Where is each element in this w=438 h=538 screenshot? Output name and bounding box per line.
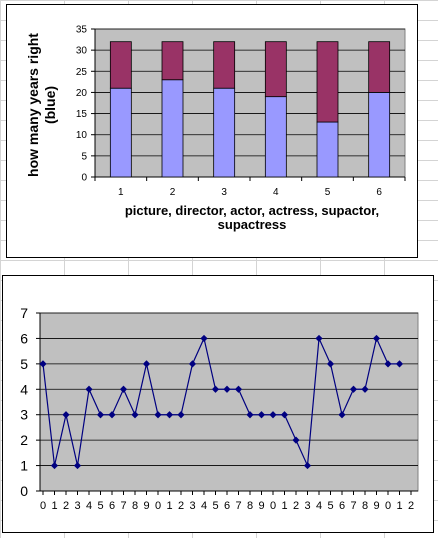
- bar-chart: 0 5 10 15 20 25 30 35 1 2 3 4 5 6 picture, director, a…: [25, 25, 406, 232]
- data-point: [361, 385, 369, 393]
- x-tick-label: 2: [293, 500, 299, 512]
- data-point: [257, 411, 266, 419]
- y-tick-label: 20: [76, 88, 88, 99]
- bar-segment: [213, 41, 236, 89]
- x-tick-label: 5: [325, 187, 331, 198]
- x-tick-label: 1: [51, 500, 57, 512]
- data-point: [372, 334, 381, 343]
- x-tick-label: 6: [109, 500, 115, 512]
- x-tick-label: 8: [362, 500, 368, 512]
- bar-segment: [264, 96, 287, 178]
- x-tick-label: 1: [166, 500, 172, 512]
- x-tick-label: 0: [40, 500, 46, 512]
- data-point: [349, 385, 358, 393]
- x-tick-label: 2: [63, 500, 69, 512]
- bar-segment: [161, 41, 184, 81]
- data-point: [165, 411, 174, 419]
- data-point: [85, 385, 93, 393]
- x-tick-label: 4: [273, 187, 279, 198]
- data-point: [246, 411, 254, 419]
- x-tick-label: 5: [327, 500, 333, 512]
- x-tick-label: 4: [86, 500, 92, 512]
- x-tick-label: 5: [97, 500, 103, 512]
- x-tick-label: 6: [339, 500, 345, 512]
- x-tick-label: 7: [350, 500, 356, 512]
- x-tick-label: 1: [281, 500, 287, 512]
- y-tick-label: 30: [76, 46, 88, 57]
- bar-segment: [316, 41, 339, 123]
- y-tick-label: 3: [20, 407, 28, 423]
- x-axis-title: supactress: [218, 217, 287, 232]
- x-tick-label: 2: [170, 187, 176, 198]
- x-tick-label: 8: [247, 500, 253, 512]
- y-tick-label: 2: [20, 432, 28, 448]
- x-tick-label: 0: [270, 500, 276, 512]
- data-point: [269, 411, 277, 419]
- x-tick-label: 2: [408, 500, 414, 512]
- data-point: [338, 411, 346, 419]
- y-tick-label: 10: [76, 130, 88, 141]
- x-tick-label: 3: [189, 500, 195, 512]
- y-tick-label: 35: [76, 25, 88, 36]
- data-point: [154, 411, 162, 419]
- plot-area: [94, 28, 406, 178]
- y-tick-label: 15: [76, 109, 88, 120]
- data-point: [96, 411, 105, 419]
- bar-segment: [161, 79, 184, 178]
- data-point: [223, 385, 231, 393]
- x-axis-title: picture, director, actor, actress, supac…: [125, 203, 379, 218]
- x-tick-label: 0: [385, 500, 391, 512]
- bar-segment: [316, 121, 339, 178]
- y-tick-label: 25: [76, 67, 88, 78]
- data-point: [234, 385, 243, 393]
- bar-segment: [109, 87, 132, 178]
- bar-chart-panel: 0 5 10 15 20 25 30 35 1 2 3 4 5 6 picture, director, a…: [6, 4, 418, 258]
- y-tick-label: 6: [20, 330, 28, 346]
- data-point: [315, 334, 323, 343]
- data-point: [108, 411, 116, 419]
- data-point: [119, 385, 128, 393]
- x-tick-label: 3: [304, 500, 310, 512]
- bar-segment: [213, 87, 236, 178]
- y-tick-label: 5: [81, 151, 87, 162]
- bar-segment: [109, 41, 132, 89]
- data-point: [177, 411, 185, 419]
- y-tick-label: 0: [81, 173, 87, 184]
- data-point: [211, 385, 220, 393]
- y-tick-label: 1: [20, 458, 28, 474]
- x-tick-label: 0: [155, 500, 161, 512]
- y-tick-label: 4: [20, 381, 28, 397]
- y-tick-label: 0: [20, 483, 28, 499]
- x-tick-label: 9: [373, 500, 379, 512]
- x-tick-label: 6: [376, 187, 382, 198]
- x-tick-label: 1: [396, 500, 402, 512]
- x-tick-label: 6: [224, 500, 230, 512]
- x-tick-label: 1: [118, 187, 124, 198]
- bar-segment: [264, 41, 287, 98]
- y-axis-title: how many years right(blue): [25, 33, 58, 177]
- x-tick-label: 9: [258, 500, 264, 512]
- x-tick-label: 9: [143, 500, 149, 512]
- data-point: [280, 411, 289, 419]
- x-tick-label: 4: [201, 500, 207, 512]
- y-tick-label: 7: [20, 305, 28, 321]
- x-tick-label: 8: [132, 500, 138, 512]
- x-tick-label: 5: [212, 500, 218, 512]
- bar-segment: [368, 92, 391, 178]
- x-tick-label: 4: [316, 500, 322, 512]
- x-tick-label: 3: [74, 500, 80, 512]
- y-tick-label: 5: [20, 356, 28, 372]
- data-point: [131, 411, 139, 419]
- plot-area: [39, 312, 419, 492]
- x-tick-label: 3: [221, 187, 227, 198]
- x-tick-label: 2: [178, 500, 184, 512]
- x-tick-label: 7: [235, 500, 241, 512]
- bar-segment: [368, 41, 391, 93]
- x-tick-label: 7: [120, 500, 126, 512]
